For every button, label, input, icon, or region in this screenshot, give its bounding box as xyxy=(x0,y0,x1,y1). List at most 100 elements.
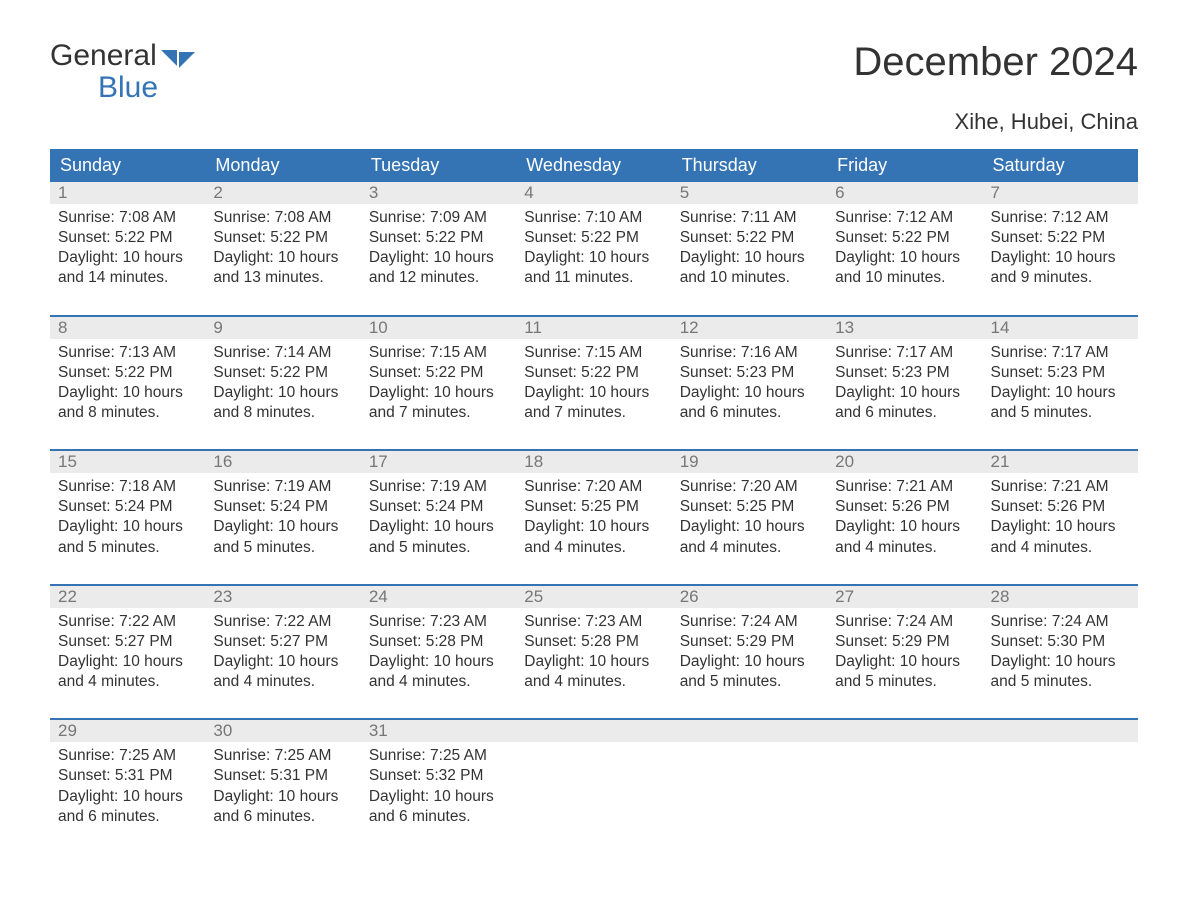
day-body: Sunrise: 7:11 AMSunset: 5:22 PMDaylight:… xyxy=(672,204,827,315)
day-sunrise: Sunrise: 7:20 AM xyxy=(680,477,819,497)
day-body: Sunrise: 7:22 AMSunset: 5:27 PMDaylight:… xyxy=(50,608,205,719)
day-body: Sunrise: 7:08 AMSunset: 5:22 PMDaylight:… xyxy=(205,204,360,315)
day-body-empty xyxy=(516,742,671,832)
day-sunrise: Sunrise: 7:10 AM xyxy=(524,208,663,228)
day-daylight1: Daylight: 10 hours xyxy=(835,248,974,268)
calendar-cell: 23Sunrise: 7:22 AMSunset: 5:27 PMDayligh… xyxy=(205,585,360,720)
day-sunrise: Sunrise: 7:24 AM xyxy=(991,612,1130,632)
day-body: Sunrise: 7:13 AMSunset: 5:22 PMDaylight:… xyxy=(50,339,205,450)
day-body: Sunrise: 7:20 AMSunset: 5:25 PMDaylight:… xyxy=(516,473,671,584)
day-daylight2: and 5 minutes. xyxy=(991,672,1130,692)
day-sunrise: Sunrise: 7:12 AM xyxy=(835,208,974,228)
weekday-header: Sunday xyxy=(50,149,205,182)
day-number: 5 xyxy=(672,182,827,204)
day-daylight1: Daylight: 10 hours xyxy=(524,652,663,672)
calendar-cell: 4Sunrise: 7:10 AMSunset: 5:22 PMDaylight… xyxy=(516,182,671,316)
day-daylight1: Daylight: 10 hours xyxy=(680,517,819,537)
day-number: 6 xyxy=(827,182,982,204)
day-sunrise: Sunrise: 7:16 AM xyxy=(680,343,819,363)
weekday-header: Thursday xyxy=(672,149,827,182)
weekday-header-row: SundayMondayTuesdayWednesdayThursdayFrid… xyxy=(50,149,1138,182)
day-sunrise: Sunrise: 7:12 AM xyxy=(991,208,1130,228)
day-number: 10 xyxy=(361,317,516,339)
day-body: Sunrise: 7:12 AMSunset: 5:22 PMDaylight:… xyxy=(983,204,1138,315)
day-body: Sunrise: 7:18 AMSunset: 5:24 PMDaylight:… xyxy=(50,473,205,584)
calendar-cell: 2Sunrise: 7:08 AMSunset: 5:22 PMDaylight… xyxy=(205,182,360,316)
day-number: 30 xyxy=(205,720,360,742)
day-body-empty xyxy=(827,742,982,832)
day-sunset: Sunset: 5:31 PM xyxy=(58,766,197,786)
day-sunrise: Sunrise: 7:08 AM xyxy=(213,208,352,228)
calendar-week-row: 29Sunrise: 7:25 AMSunset: 5:31 PMDayligh… xyxy=(50,719,1138,853)
calendar-cell: 31Sunrise: 7:25 AMSunset: 5:32 PMDayligh… xyxy=(361,719,516,853)
day-body: Sunrise: 7:25 AMSunset: 5:32 PMDaylight:… xyxy=(361,742,516,853)
day-number: 29 xyxy=(50,720,205,742)
day-daylight2: and 13 minutes. xyxy=(213,268,352,288)
day-number: 27 xyxy=(827,586,982,608)
day-daylight1: Daylight: 10 hours xyxy=(369,248,508,268)
day-sunrise: Sunrise: 7:23 AM xyxy=(369,612,508,632)
day-number: 1 xyxy=(50,182,205,204)
day-body: Sunrise: 7:23 AMSunset: 5:28 PMDaylight:… xyxy=(516,608,671,719)
day-body: Sunrise: 7:24 AMSunset: 5:30 PMDaylight:… xyxy=(983,608,1138,719)
day-daylight2: and 11 minutes. xyxy=(524,268,663,288)
day-sunset: Sunset: 5:29 PM xyxy=(835,632,974,652)
day-sunrise: Sunrise: 7:14 AM xyxy=(213,343,352,363)
day-number-empty xyxy=(516,720,671,742)
day-daylight2: and 10 minutes. xyxy=(835,268,974,288)
day-sunset: Sunset: 5:22 PM xyxy=(369,363,508,383)
day-sunrise: Sunrise: 7:22 AM xyxy=(213,612,352,632)
day-body: Sunrise: 7:24 AMSunset: 5:29 PMDaylight:… xyxy=(827,608,982,719)
day-daylight2: and 5 minutes. xyxy=(680,672,819,692)
calendar-cell: 11Sunrise: 7:15 AMSunset: 5:22 PMDayligh… xyxy=(516,316,671,451)
day-number: 13 xyxy=(827,317,982,339)
day-daylight1: Daylight: 10 hours xyxy=(835,517,974,537)
calendar-cell: 5Sunrise: 7:11 AMSunset: 5:22 PMDaylight… xyxy=(672,182,827,316)
day-sunrise: Sunrise: 7:09 AM xyxy=(369,208,508,228)
day-sunrise: Sunrise: 7:19 AM xyxy=(213,477,352,497)
day-sunset: Sunset: 5:24 PM xyxy=(369,497,508,517)
day-daylight1: Daylight: 10 hours xyxy=(369,383,508,403)
day-daylight2: and 5 minutes. xyxy=(369,538,508,558)
day-body: Sunrise: 7:25 AMSunset: 5:31 PMDaylight:… xyxy=(50,742,205,853)
day-number: 15 xyxy=(50,451,205,473)
day-number: 7 xyxy=(983,182,1138,204)
day-body: Sunrise: 7:24 AMSunset: 5:29 PMDaylight:… xyxy=(672,608,827,719)
day-daylight2: and 8 minutes. xyxy=(58,403,197,423)
day-daylight1: Daylight: 10 hours xyxy=(58,787,197,807)
day-daylight2: and 9 minutes. xyxy=(991,268,1130,288)
day-body: Sunrise: 7:20 AMSunset: 5:25 PMDaylight:… xyxy=(672,473,827,584)
day-sunrise: Sunrise: 7:18 AM xyxy=(58,477,197,497)
calendar-cell: 25Sunrise: 7:23 AMSunset: 5:28 PMDayligh… xyxy=(516,585,671,720)
day-daylight1: Daylight: 10 hours xyxy=(524,248,663,268)
day-body: Sunrise: 7:10 AMSunset: 5:22 PMDaylight:… xyxy=(516,204,671,315)
day-daylight1: Daylight: 10 hours xyxy=(835,383,974,403)
day-daylight1: Daylight: 10 hours xyxy=(58,517,197,537)
day-daylight2: and 4 minutes. xyxy=(524,538,663,558)
day-sunset: Sunset: 5:27 PM xyxy=(58,632,197,652)
calendar-cell: 19Sunrise: 7:20 AMSunset: 5:25 PMDayligh… xyxy=(672,450,827,585)
day-number: 16 xyxy=(205,451,360,473)
calendar-cell: 27Sunrise: 7:24 AMSunset: 5:29 PMDayligh… xyxy=(827,585,982,720)
day-number: 25 xyxy=(516,586,671,608)
day-sunrise: Sunrise: 7:13 AM xyxy=(58,343,197,363)
calendar-cell: 7Sunrise: 7:12 AMSunset: 5:22 PMDaylight… xyxy=(983,182,1138,316)
day-sunset: Sunset: 5:32 PM xyxy=(369,766,508,786)
day-daylight2: and 5 minutes. xyxy=(835,672,974,692)
day-sunset: Sunset: 5:22 PM xyxy=(680,228,819,248)
calendar-cell: 3Sunrise: 7:09 AMSunset: 5:22 PMDaylight… xyxy=(361,182,516,316)
day-sunset: Sunset: 5:25 PM xyxy=(680,497,819,517)
day-daylight1: Daylight: 10 hours xyxy=(213,652,352,672)
day-daylight2: and 7 minutes. xyxy=(524,403,663,423)
day-body: Sunrise: 7:21 AMSunset: 5:26 PMDaylight:… xyxy=(827,473,982,584)
day-number: 12 xyxy=(672,317,827,339)
day-sunset: Sunset: 5:22 PM xyxy=(524,363,663,383)
day-daylight1: Daylight: 10 hours xyxy=(991,383,1130,403)
day-sunrise: Sunrise: 7:25 AM xyxy=(58,746,197,766)
weekday-header: Wednesday xyxy=(516,149,671,182)
day-sunrise: Sunrise: 7:24 AM xyxy=(680,612,819,632)
calendar-cell: 20Sunrise: 7:21 AMSunset: 5:26 PMDayligh… xyxy=(827,450,982,585)
day-sunset: Sunset: 5:28 PM xyxy=(369,632,508,652)
day-sunset: Sunset: 5:22 PM xyxy=(835,228,974,248)
day-daylight1: Daylight: 10 hours xyxy=(213,787,352,807)
